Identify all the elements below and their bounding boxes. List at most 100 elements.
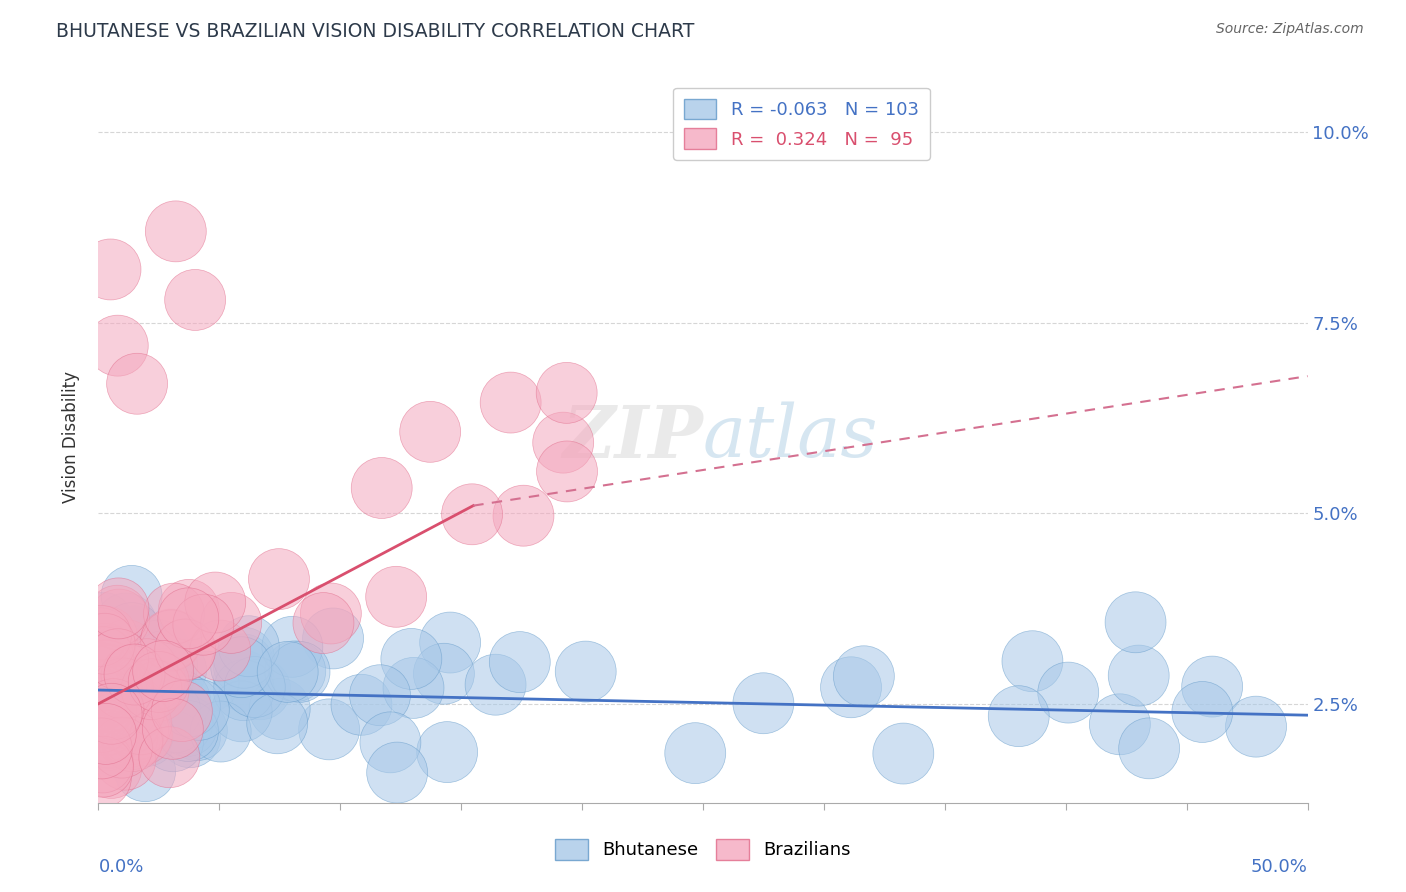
Ellipse shape [112,642,174,703]
Ellipse shape [128,660,188,722]
Ellipse shape [136,635,198,696]
Ellipse shape [96,624,157,685]
Ellipse shape [84,667,145,728]
Ellipse shape [70,676,131,737]
Ellipse shape [352,458,412,518]
Ellipse shape [70,660,131,721]
Ellipse shape [101,603,163,664]
Ellipse shape [533,412,593,473]
Ellipse shape [101,645,162,706]
Ellipse shape [91,717,152,778]
Ellipse shape [1226,696,1286,757]
Ellipse shape [121,659,181,720]
Ellipse shape [70,673,131,734]
Text: atlas: atlas [703,401,879,473]
Ellipse shape [87,315,148,376]
Ellipse shape [76,695,138,756]
Ellipse shape [83,641,143,703]
Ellipse shape [72,732,134,793]
Ellipse shape [416,722,478,782]
Ellipse shape [79,671,139,732]
Ellipse shape [104,680,165,740]
Ellipse shape [91,665,152,727]
Ellipse shape [1090,694,1150,755]
Ellipse shape [142,698,204,759]
Ellipse shape [105,677,166,738]
Ellipse shape [124,649,186,710]
Ellipse shape [141,681,201,741]
Ellipse shape [159,676,221,737]
Ellipse shape [100,672,162,733]
Ellipse shape [76,641,138,703]
Ellipse shape [330,674,392,735]
Ellipse shape [733,673,794,734]
Ellipse shape [143,583,204,644]
Ellipse shape [145,201,207,262]
Ellipse shape [108,698,169,760]
Ellipse shape [87,619,148,680]
Ellipse shape [79,707,141,768]
Ellipse shape [96,678,157,739]
Ellipse shape [73,701,135,763]
Ellipse shape [70,669,131,730]
Ellipse shape [100,665,162,726]
Ellipse shape [70,691,132,753]
Ellipse shape [112,703,174,764]
Ellipse shape [101,704,162,764]
Ellipse shape [129,620,190,681]
Ellipse shape [413,643,474,704]
Ellipse shape [1002,631,1063,691]
Ellipse shape [117,706,177,766]
Ellipse shape [156,696,218,756]
Ellipse shape [83,679,143,739]
Ellipse shape [145,692,205,753]
Ellipse shape [494,485,554,546]
Ellipse shape [82,664,143,725]
Ellipse shape [82,705,142,766]
Ellipse shape [821,657,882,718]
Ellipse shape [104,644,165,705]
Ellipse shape [489,632,550,692]
Ellipse shape [1038,662,1098,723]
Ellipse shape [229,659,291,720]
Ellipse shape [132,640,194,701]
Y-axis label: Vision Disability: Vision Disability [62,371,80,503]
Ellipse shape [211,637,271,698]
Ellipse shape [89,578,149,639]
Ellipse shape [80,239,141,300]
Ellipse shape [179,651,239,712]
Ellipse shape [142,711,204,772]
Ellipse shape [76,710,136,771]
Ellipse shape [76,704,136,764]
Ellipse shape [152,681,212,741]
Ellipse shape [190,620,250,681]
Ellipse shape [87,717,149,779]
Ellipse shape [120,627,180,688]
Ellipse shape [108,680,170,740]
Ellipse shape [269,641,330,702]
Ellipse shape [155,620,215,681]
Ellipse shape [292,592,354,654]
Ellipse shape [72,718,132,779]
Ellipse shape [124,685,184,747]
Ellipse shape [77,707,138,768]
Ellipse shape [225,657,285,717]
Ellipse shape [149,670,211,731]
Ellipse shape [302,608,364,669]
Ellipse shape [104,646,166,706]
Ellipse shape [82,629,143,690]
Ellipse shape [367,742,427,803]
Ellipse shape [399,401,461,462]
Ellipse shape [111,694,172,755]
Ellipse shape [201,592,262,653]
Ellipse shape [91,659,152,721]
Ellipse shape [536,362,598,424]
Ellipse shape [97,707,157,768]
Ellipse shape [247,693,308,754]
Ellipse shape [169,680,229,740]
Ellipse shape [105,612,167,673]
Ellipse shape [86,657,146,718]
Ellipse shape [834,646,894,706]
Ellipse shape [107,353,167,414]
Ellipse shape [873,723,934,784]
